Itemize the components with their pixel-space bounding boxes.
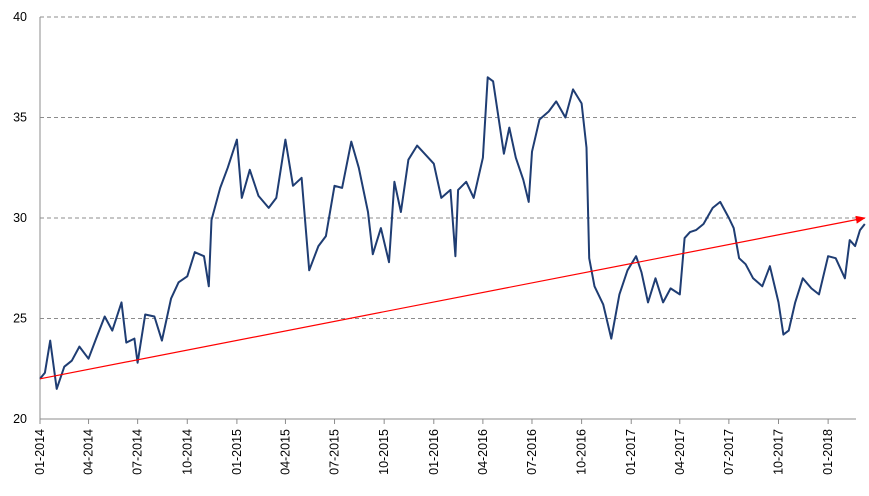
x-tick-label: 10-2016 (575, 429, 589, 475)
x-tick-label: 01-2015 (230, 429, 244, 475)
y-tick-label: 25 (13, 312, 27, 326)
gridlines (40, 16, 856, 319)
y-tick-label: 35 (13, 111, 27, 125)
y-tick-label: 20 (13, 412, 27, 426)
y-tick-label: 40 (13, 10, 27, 24)
x-tick-label: 04-2016 (476, 429, 490, 475)
x-tick-label: 04-2017 (673, 429, 687, 475)
y-axis-tick-labels: 20 25 30 35 40 (13, 10, 27, 426)
x-tick-label: 10-2014 (180, 429, 194, 475)
trend-layer (39, 215, 866, 380)
x-tick-label: 01-2016 (427, 429, 441, 475)
x-tick-label: 07-2017 (722, 429, 736, 475)
axes (39, 17, 856, 424)
y-tick-label: 30 (13, 211, 27, 225)
x-tick-label: 04-2014 (82, 429, 96, 475)
x-tick-label: 10-2015 (377, 429, 391, 475)
trend-arrow (39, 215, 866, 380)
x-tick-label: 01-2017 (624, 429, 638, 475)
x-axis-tick-labels: 01-2014 04-2014 07-2014 10-2014 01-2015 04-20… (33, 429, 835, 475)
x-tick-label: 07-2015 (328, 429, 342, 475)
x-tick-label: 04-2015 (278, 429, 292, 475)
x-tick-label: 01-2014 (33, 429, 47, 475)
x-tick-label: 01-2018 (821, 429, 835, 475)
x-tick-label: 07-2016 (525, 429, 539, 475)
x-tick-label: 07-2014 (131, 429, 145, 475)
series-line (39, 76, 866, 390)
x-tick-label: 10-2017 (771, 429, 785, 475)
series-layer (39, 76, 866, 390)
